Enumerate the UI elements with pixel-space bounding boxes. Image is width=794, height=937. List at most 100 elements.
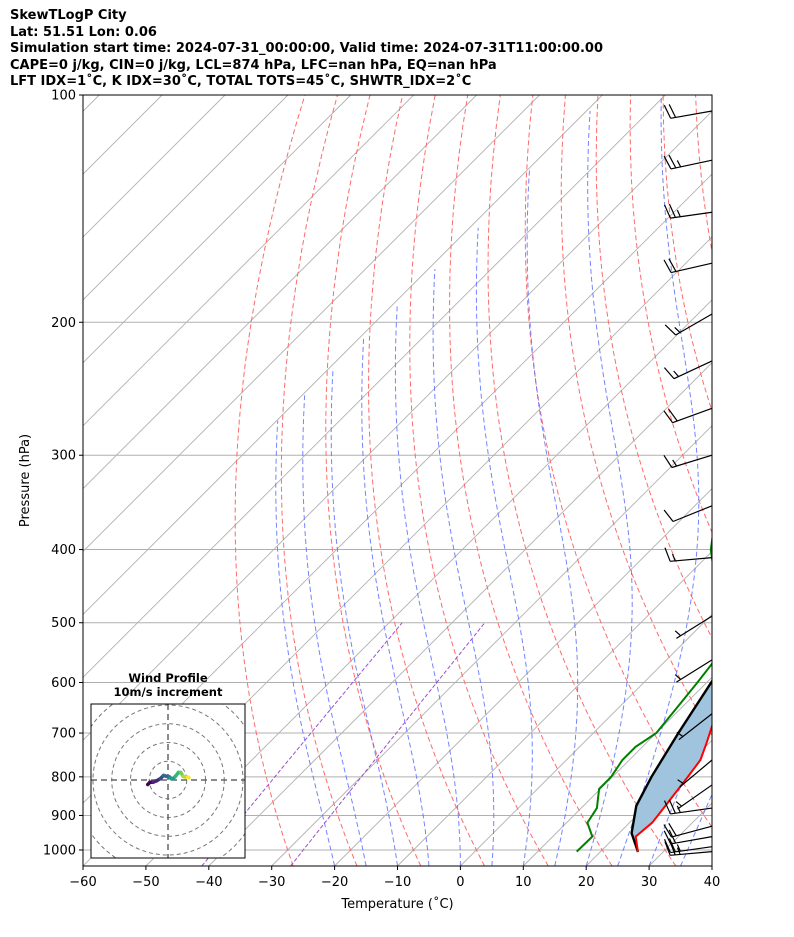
moist-adiabat (475, 227, 533, 866)
wind-barb-full (663, 204, 671, 219)
isotherm-line (83, 95, 100, 112)
wind-barb (663, 799, 713, 815)
wind-barb-full (664, 324, 677, 336)
y-tick-label: 800 (51, 770, 76, 785)
dry-adiabat (728, 95, 794, 866)
parcel-profile-line (630, 679, 712, 853)
title-location: Lat: 51.51 Lon: 0.06 (10, 24, 157, 40)
temperature-line (634, 723, 712, 853)
wind-barb (663, 407, 713, 424)
isotherm-line (334, 487, 712, 866)
title-station: SkewTLogP City (10, 8, 127, 23)
cape-cin-shading (631, 681, 712, 852)
wind-barb-full (668, 258, 677, 272)
y-tick-label: 900 (51, 809, 76, 824)
wind-barb-half (676, 209, 681, 217)
isotherm-line (145, 299, 712, 866)
x-tick-label: −10 (384, 875, 411, 890)
wind-barb-shaft (670, 159, 713, 170)
wind-barb-full (664, 841, 671, 856)
hodograph-frame (90, 703, 246, 859)
wind-barb-shaft (675, 313, 713, 336)
x-axis-label: Temperature (˚C) (340, 896, 453, 912)
wind-barb (663, 258, 713, 274)
plot-area (83, 95, 794, 866)
wind-barb-half (676, 844, 681, 852)
wind-barb-half (674, 630, 682, 637)
isotherm-line (83, 95, 415, 427)
y-tick-label: 300 (51, 449, 76, 464)
dewpoint-line (576, 533, 712, 853)
wind-barb-full (663, 259, 672, 273)
title-stability-indices: LFT IDX=1˚C, K IDX=30˚C, TOTAL TOTS=45˚C… (10, 74, 472, 89)
x-tick-label: 30 (641, 875, 658, 890)
dry-adiabat (695, 95, 712, 254)
y-axis-label: Pressure (hPa) (18, 434, 33, 527)
wind-barb-shaft (670, 851, 713, 856)
dry-adiabat (234, 95, 306, 866)
wind-barb-half (676, 805, 681, 813)
y-tick-label: 600 (51, 676, 76, 691)
dry-adiabat (560, 95, 712, 737)
wind-barb (676, 713, 713, 741)
wind-barb (663, 360, 713, 380)
y-tick-label: 700 (51, 727, 76, 742)
dry-adiabat (409, 95, 549, 866)
wind-barb-full (663, 367, 675, 380)
moist-adiabat (432, 268, 495, 866)
isotherm-line (83, 95, 352, 364)
wind-barb-full (668, 822, 677, 837)
isotherm-line (83, 95, 477, 490)
wind-barb-half (673, 370, 679, 377)
wind-barb (664, 313, 713, 336)
x-tick-label: 20 (578, 875, 595, 890)
wind-barb-half (672, 459, 678, 467)
moist-adiabat (361, 338, 430, 866)
wind-barb-shaft (678, 713, 713, 741)
dry-adiabat (662, 95, 712, 413)
wind-barb-half (675, 801, 683, 807)
wind-barb (674, 659, 713, 683)
wind-barb-full (664, 547, 671, 562)
wind-barb-full (663, 509, 674, 522)
y-tick-label: 200 (51, 316, 76, 331)
wind-barb-half (674, 326, 681, 333)
x-tick-label: −50 (132, 875, 159, 890)
wind-barb-shaft (670, 262, 713, 274)
wind-barb-shaft (677, 784, 713, 810)
isotherm-line (711, 865, 712, 866)
wind-barb-full (663, 155, 672, 170)
dry-adiabat (595, 95, 712, 640)
moist-adiabat (585, 110, 633, 866)
title-block: SkewTLogP City Lat: 51.51 Lon: 0.06 Simu… (10, 8, 603, 91)
x-tick-label: 0 (456, 875, 464, 890)
wind-barb (677, 759, 713, 788)
wind-barb-shaft (670, 110, 713, 119)
wind-barb-full (663, 830, 672, 845)
wind-barb-full (668, 838, 676, 853)
wind-barb-shaft (671, 454, 713, 469)
wind-barb-shaft (671, 825, 713, 838)
wind-barb-full (663, 454, 673, 468)
x-tick-label: −20 (321, 875, 348, 890)
x-tick-label: −60 (69, 875, 96, 890)
dry-adiabat (524, 95, 712, 829)
wind-barb (663, 104, 713, 119)
wind-barb (663, 154, 713, 170)
title-cape-indices: CAPE=0 j/kg, CIN=0 j/kg, LCL=874 hPa, LF… (10, 57, 497, 73)
dry-adiabat (449, 95, 613, 866)
wind-barb-shaft (670, 836, 713, 845)
wind-barb (663, 454, 713, 469)
isotherm-line (83, 110, 712, 741)
wind-barb-half (676, 160, 682, 168)
x-tick-label: −30 (258, 875, 285, 890)
wind-barb-half (676, 731, 684, 738)
wind-barb (663, 822, 713, 838)
dry-adiabat (280, 95, 358, 866)
wind-barb (674, 615, 713, 639)
x-tick-label: −40 (195, 875, 222, 890)
wind-barb-shaft (670, 807, 713, 815)
isotherm-line (83, 95, 226, 238)
y-tick-label: 400 (51, 543, 76, 558)
wind-barb-shaft (670, 211, 713, 219)
